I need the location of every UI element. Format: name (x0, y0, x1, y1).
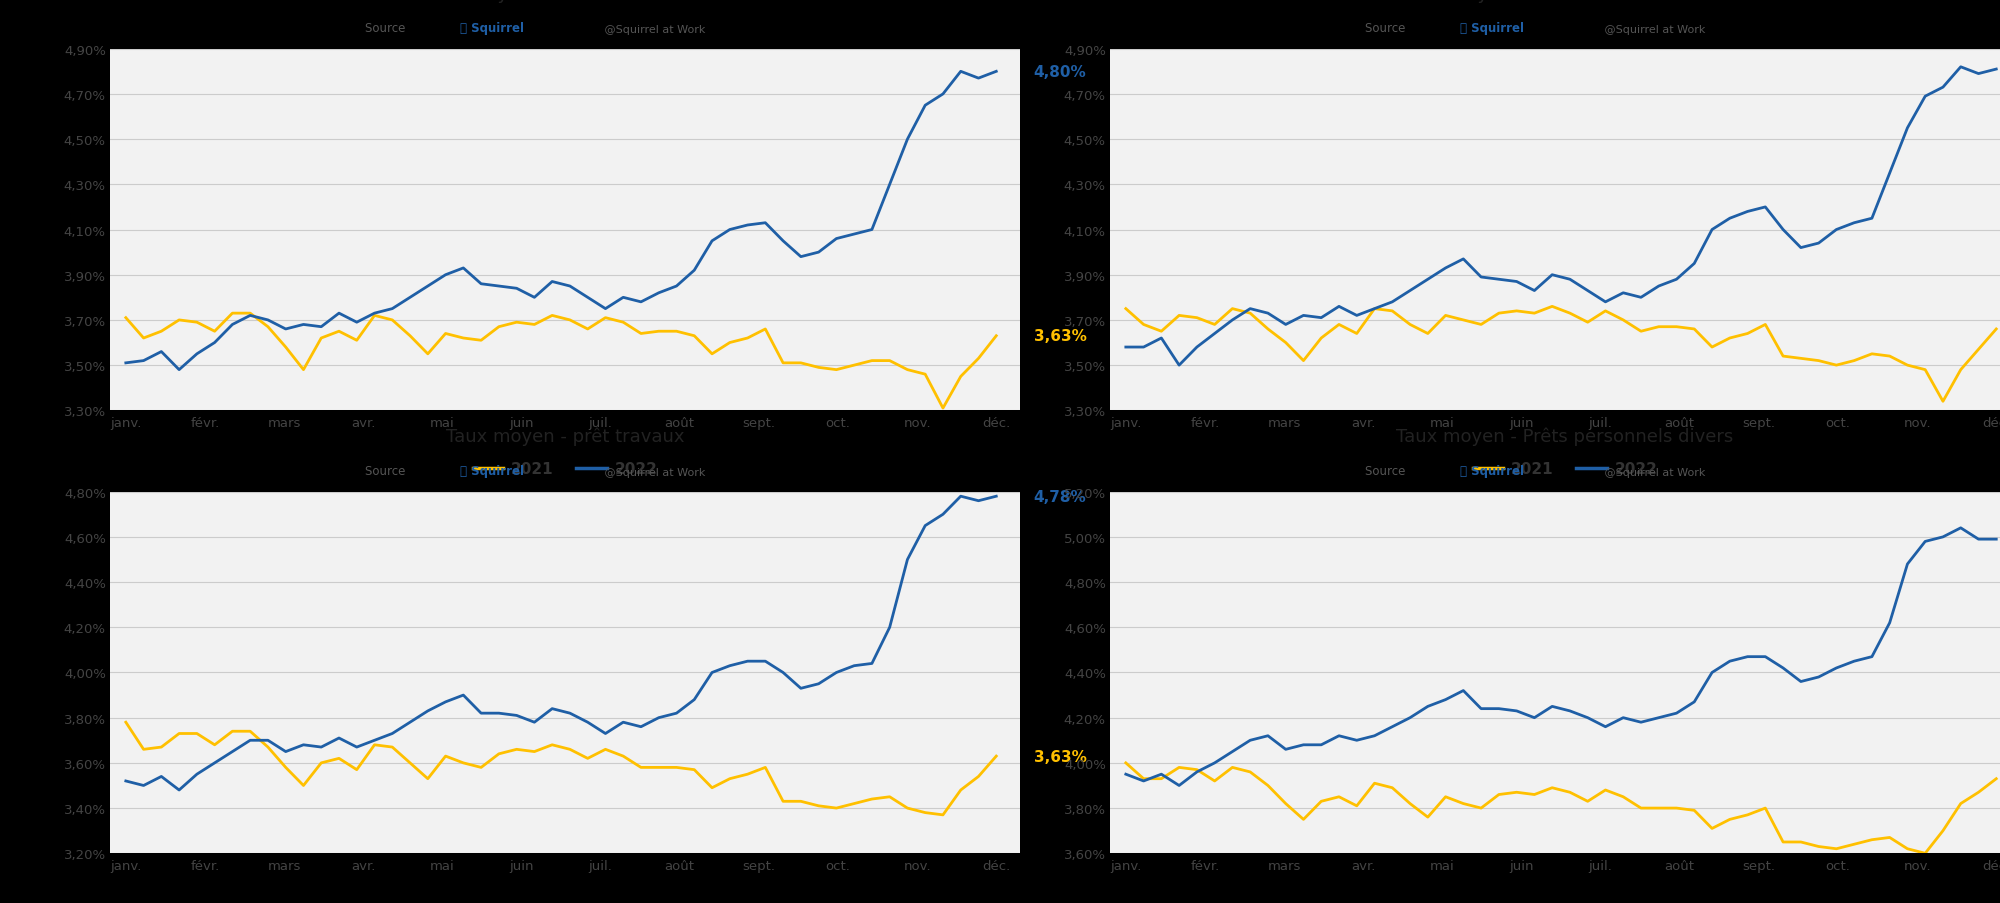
Legend: 2021, 2022: 2021, 2022 (1466, 455, 1664, 483)
Legend: 2021, 2022: 2021, 2022 (1466, 898, 1664, 903)
Text: @Squirrel at Work: @Squirrel at Work (602, 468, 706, 478)
Text: 4,78%: 4,78% (1034, 489, 1086, 504)
Text: 3,63%: 3,63% (1034, 329, 1086, 344)
Text: 🐿 Squirrel: 🐿 Squirrel (1460, 23, 1524, 35)
Text: Taux moyen - prêt travaux: Taux moyen - prêt travaux (446, 427, 684, 445)
Text: Taux moyen - crédit auto d'occasion: Taux moyen - crédit auto d'occasion (1402, 0, 1728, 3)
Text: Source: Source (364, 23, 412, 35)
Text: Source: Source (364, 465, 412, 478)
Text: @Squirrel at Work: @Squirrel at Work (1602, 468, 1706, 478)
Text: Taux moyen - Prêts personnels divers: Taux moyen - Prêts personnels divers (1396, 427, 1734, 445)
Text: @Squirrel at Work: @Squirrel at Work (602, 25, 706, 35)
Text: 🐿 Squirrel: 🐿 Squirrel (460, 465, 524, 478)
Text: Taux moyen - crédit auto neuve: Taux moyen - crédit auto neuve (422, 0, 708, 3)
Text: Source: Source (1364, 23, 1412, 35)
Legend: 2021, 2022: 2021, 2022 (466, 898, 664, 903)
Text: @Squirrel at Work: @Squirrel at Work (1602, 25, 1706, 35)
Text: 🐿 Squirrel: 🐿 Squirrel (460, 23, 524, 35)
Text: 🐿 Squirrel: 🐿 Squirrel (1460, 465, 1524, 478)
Text: 3,63%: 3,63% (1034, 749, 1086, 764)
Text: 4,80%: 4,80% (1034, 65, 1086, 79)
Text: Source: Source (1364, 465, 1412, 478)
Legend: 2021, 2022: 2021, 2022 (466, 455, 664, 483)
